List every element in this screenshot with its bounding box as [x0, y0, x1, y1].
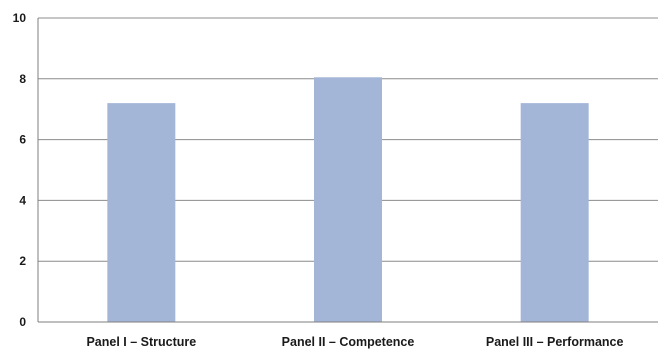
x-category-label: Panel III – Performance [486, 335, 624, 349]
y-tick-label: 6 [19, 133, 26, 147]
y-tick-label: 8 [19, 72, 26, 86]
y-tick-label: 2 [19, 254, 26, 268]
y-tick-label: 0 [19, 315, 26, 329]
bar [520, 103, 589, 323]
y-tick-label: 10 [13, 11, 27, 25]
x-category-label: Panel II – Competence [282, 335, 415, 349]
bars [107, 77, 589, 323]
x-category-label: Panel I – Structure [86, 335, 196, 349]
y-tick-label: 4 [19, 193, 26, 207]
bar [107, 103, 176, 323]
axes [37, 18, 658, 323]
y-tick-labels: 0 2 4 6 8 10 [13, 11, 27, 329]
x-category-labels: Panel I – Structure Panel II – Competence… [86, 335, 623, 349]
bar [314, 77, 382, 322]
